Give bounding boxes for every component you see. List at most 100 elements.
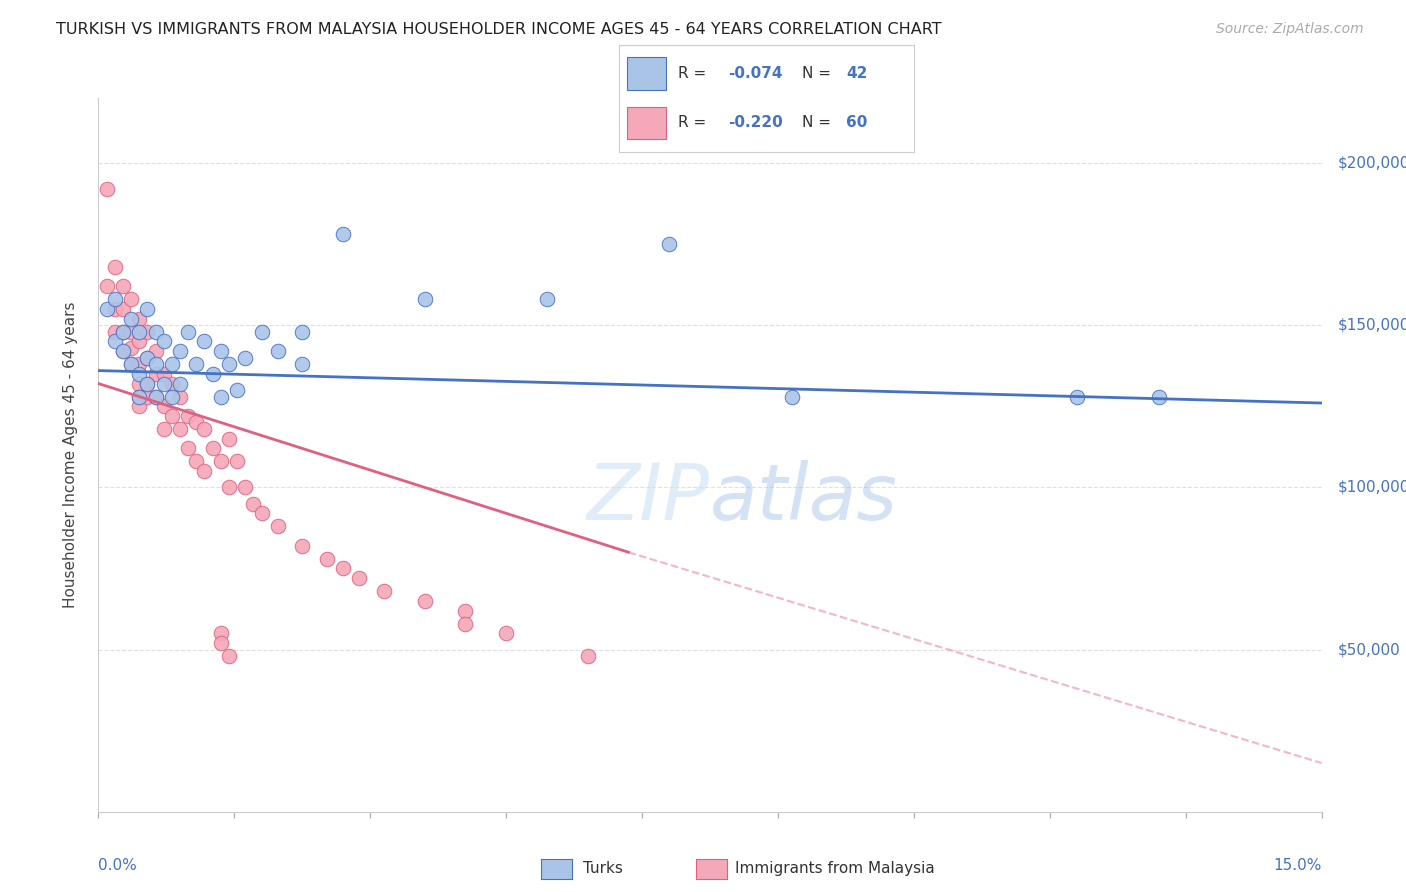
Point xyxy=(349,571,371,585)
Point xyxy=(96,182,118,196)
Text: $150,000: $150,000 xyxy=(1339,318,1406,333)
Point xyxy=(209,636,232,650)
Point xyxy=(111,279,134,293)
Point xyxy=(169,422,191,436)
Point xyxy=(218,648,240,663)
Point xyxy=(111,325,134,339)
Text: -0.074: -0.074 xyxy=(728,66,782,81)
Point xyxy=(186,416,208,430)
Point xyxy=(169,376,191,391)
Text: $50,000: $50,000 xyxy=(1339,642,1400,657)
Point xyxy=(104,334,127,349)
Point xyxy=(104,325,127,339)
Text: 0.0%: 0.0% xyxy=(98,858,138,873)
Y-axis label: Householder Income Ages 45 - 64 years: Householder Income Ages 45 - 64 years xyxy=(63,301,77,608)
Point xyxy=(136,351,159,365)
Point xyxy=(120,325,142,339)
Point xyxy=(160,357,183,371)
Text: TURKISH VS IMMIGRANTS FROM MALAYSIA HOUSEHOLDER INCOME AGES 45 - 64 YEARS CORREL: TURKISH VS IMMIGRANTS FROM MALAYSIA HOUS… xyxy=(56,22,942,37)
Text: 42: 42 xyxy=(846,66,868,81)
Point xyxy=(160,390,183,404)
Point xyxy=(120,292,142,306)
Point xyxy=(96,301,118,316)
Point xyxy=(136,390,159,404)
Point xyxy=(291,539,314,553)
Point xyxy=(209,344,232,359)
Point xyxy=(780,390,803,404)
Point xyxy=(332,227,354,242)
Point xyxy=(226,383,249,397)
Text: N =: N = xyxy=(801,115,835,130)
Point xyxy=(201,442,224,456)
Point xyxy=(495,626,517,640)
Point xyxy=(104,292,127,306)
FancyBboxPatch shape xyxy=(627,57,666,89)
Text: ZIP: ZIP xyxy=(588,459,710,536)
Point xyxy=(169,344,191,359)
Point xyxy=(218,480,240,494)
Point xyxy=(145,344,167,359)
Point xyxy=(152,334,174,349)
Point xyxy=(152,376,174,391)
Text: R =: R = xyxy=(678,115,711,130)
Point xyxy=(145,390,167,404)
Point xyxy=(96,279,118,293)
Point xyxy=(120,357,142,371)
Point xyxy=(193,334,215,349)
Point xyxy=(413,594,436,608)
Point xyxy=(242,497,264,511)
Point xyxy=(233,351,256,365)
Point xyxy=(413,292,436,306)
Point xyxy=(536,292,558,306)
Text: 15.0%: 15.0% xyxy=(1274,858,1322,873)
Point xyxy=(373,584,395,599)
Point xyxy=(291,357,314,371)
Point xyxy=(111,344,134,359)
Point xyxy=(136,376,159,391)
Point xyxy=(218,432,240,446)
Point xyxy=(209,626,232,640)
Point xyxy=(152,422,174,436)
Point xyxy=(160,409,183,423)
Point xyxy=(152,399,174,413)
Point xyxy=(128,334,150,349)
Point xyxy=(111,301,134,316)
Point xyxy=(177,442,200,456)
FancyBboxPatch shape xyxy=(627,107,666,139)
Point xyxy=(145,325,167,339)
Point xyxy=(169,390,191,404)
Point xyxy=(250,325,273,339)
Point xyxy=(128,390,150,404)
Point xyxy=(120,311,142,326)
Point xyxy=(128,311,150,326)
Point xyxy=(233,480,256,494)
Point xyxy=(250,506,273,520)
Point xyxy=(111,325,134,339)
Point xyxy=(209,390,232,404)
Text: Immigrants from Malaysia: Immigrants from Malaysia xyxy=(735,862,935,876)
Point xyxy=(104,301,127,316)
Text: R =: R = xyxy=(678,66,711,81)
Point xyxy=(152,367,174,381)
Point xyxy=(315,551,337,566)
Point xyxy=(226,454,249,468)
Point xyxy=(291,325,314,339)
Point xyxy=(136,325,159,339)
Text: $100,000: $100,000 xyxy=(1339,480,1406,495)
Point xyxy=(128,367,150,381)
Point xyxy=(1066,390,1088,404)
Point xyxy=(201,367,224,381)
Point xyxy=(193,464,215,478)
Point xyxy=(454,604,477,618)
Text: 60: 60 xyxy=(846,115,868,130)
Point xyxy=(145,390,167,404)
Point xyxy=(186,357,208,371)
Point xyxy=(145,367,167,381)
Point xyxy=(120,341,142,355)
Point xyxy=(332,561,354,575)
Point xyxy=(177,409,200,423)
Text: -0.220: -0.220 xyxy=(728,115,783,130)
Point xyxy=(104,260,127,274)
Point xyxy=(177,325,200,339)
Point xyxy=(136,376,159,391)
